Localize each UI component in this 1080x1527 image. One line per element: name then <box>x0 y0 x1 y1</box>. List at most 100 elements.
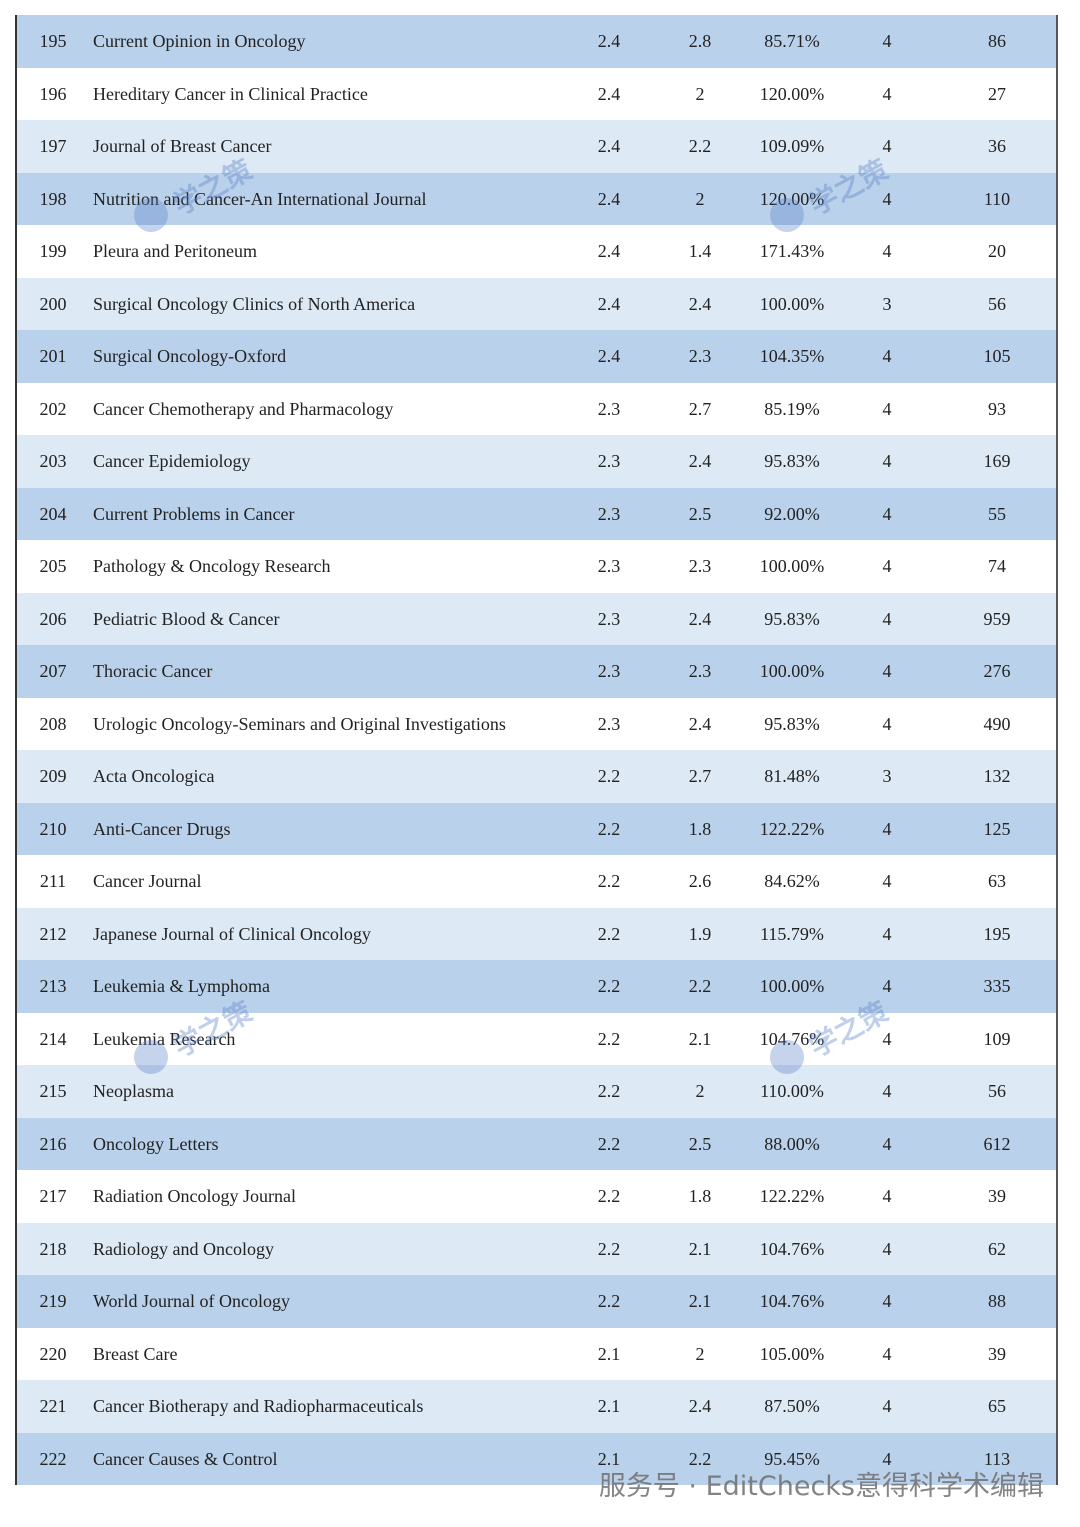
table-cell: 125 <box>983 818 1011 839</box>
table-cell: Thoracic Cancer <box>93 661 213 681</box>
table-row: 202 Cancer Chemotherapy and Pharmacology 2… <box>17 382 1056 435</box>
table-row: 195 Current Opinion in Oncology 2.4 2.8 85.7… <box>17 15 1056 68</box>
table-cell: Surgical Oncology-Oxford <box>93 346 287 366</box>
table-cell: 276 <box>983 661 1011 681</box>
table-cell: 100.00% <box>759 661 825 681</box>
table-cell: 4 <box>882 818 892 839</box>
table-cell: 3 <box>882 293 892 314</box>
table-cell: 2.4 <box>597 188 621 209</box>
table-cell: 4 <box>882 871 892 891</box>
table-cell: Cancer Causes & Control <box>93 1448 278 1469</box>
table-cell: 4 <box>882 83 892 104</box>
table-cell: 2.3 <box>597 608 621 629</box>
table-cell: 198 <box>39 188 67 209</box>
table-cell: 95.83% <box>764 451 820 471</box>
table-cell: 4 <box>882 923 892 944</box>
table-cell: 2.2 <box>688 1448 712 1469</box>
table-cell: 2.4 <box>688 1396 712 1416</box>
table-row: 206 Pediatric Blood & Cancer 2.3 2.4 95.83% 4… <box>17 592 1056 645</box>
table-cell: 2.2 <box>597 871 621 891</box>
table-cell: 100.00% <box>759 976 825 996</box>
table-cell: Breast Care <box>93 1343 178 1364</box>
table-cell: 211 <box>39 871 67 891</box>
table-cell: Leukemia Research <box>93 1028 236 1049</box>
table-cell: Oncology Letters <box>93 1133 219 1154</box>
table-cell: 20 <box>988 241 1006 261</box>
table-cell: Japanese Journal of Clinical Oncology <box>93 923 371 944</box>
table-cell: 2.1 <box>597 1343 621 1364</box>
table-cell: Pediatric Blood & Cancer <box>93 608 280 629</box>
table-row: 220 Breast Care 2.1 2 105.00% 4 39 <box>17 1327 1056 1380</box>
table-cell: 104.76% <box>759 1291 825 1311</box>
table-row: 216 Oncology Letters 2.2 2.5 88.00% 4 612 <box>17 1117 1056 1170</box>
table-cell: 2.4 <box>597 31 621 51</box>
table-cell: Leukemia & Lymphoma <box>93 976 270 996</box>
table-cell: 215 <box>39 1081 67 1101</box>
table-cell: 74 <box>988 556 1006 576</box>
table-cell: 2.2 <box>597 1028 621 1049</box>
table-cell: Anti-Cancer Drugs <box>93 818 231 839</box>
table-cell: Current Problems in Cancer <box>93 503 295 524</box>
table-cell: 2.2 <box>688 136 712 156</box>
table-cell: 105.00% <box>759 1343 825 1364</box>
table-row: 198 Nutrition and Cancer-An International… <box>17 172 1056 225</box>
table-cell: 2.2 <box>597 1238 621 1259</box>
table-cell: Radiation Oncology Journal <box>93 1186 296 1206</box>
table-cell: 62 <box>988 1238 1006 1259</box>
table-cell: 104.35% <box>759 346 825 366</box>
table-cell: 84.62% <box>764 871 820 891</box>
table-cell: 2.1 <box>597 1448 621 1469</box>
table-cell: 169 <box>983 451 1011 471</box>
table-cell: 4 <box>882 1133 892 1154</box>
table-cell: 2.3 <box>597 451 621 471</box>
table-cell: 85.71% <box>764 31 820 51</box>
watermark-logo <box>134 1040 168 1074</box>
table-cell: Cancer Biotherapy and Radiopharmaceutica… <box>93 1396 424 1416</box>
table-cell: 4 <box>882 31 892 51</box>
table-cell: 219 <box>39 1291 67 1311</box>
table-cell: 122.22% <box>759 818 825 839</box>
watermark-logo <box>770 198 804 232</box>
table-cell: 100.00% <box>759 293 825 314</box>
table-cell: 2.4 <box>597 136 621 156</box>
table-cell: 109.09% <box>759 136 825 156</box>
table-row: 204 Current Problems in Cancer 2.3 2.5 92.00… <box>17 487 1056 540</box>
table-cell: 4 <box>882 136 892 156</box>
footer-watermark: 服务号 · EditChecks意得科学术编辑 <box>598 1471 1044 1502</box>
table-cell: 2.3 <box>688 346 712 366</box>
table-row: 200 Surgical Oncology Clinics of North Am… <box>17 277 1056 330</box>
table-cell: 207 <box>39 661 67 681</box>
table-cell: 4 <box>882 661 892 681</box>
table-row: 209 Acta Oncologica 2.2 2.7 81.48% 3 132 <box>17 750 1056 803</box>
table-cell: 56 <box>988 293 1006 314</box>
table-cell: 2.6 <box>688 871 712 891</box>
table-cell: 110 <box>983 188 1011 209</box>
table-cell: 222 <box>39 1448 67 1469</box>
table-cell: 1.4 <box>688 241 712 261</box>
table-cell: Cancer Chemotherapy and Pharmacology <box>93 398 394 419</box>
table-row: 203 Cancer Epidemiology 2.3 2.4 95.83% 4 169 <box>17 435 1056 488</box>
table-cell: Radiology and Oncology <box>93 1238 274 1259</box>
table-cell: Current Opinion in Oncology <box>93 31 306 51</box>
table-cell: 196 <box>39 83 67 104</box>
table-cell: 2.4 <box>597 293 621 314</box>
table-cell: 4 <box>882 1186 892 1206</box>
table-row: 219 World Journal of Oncology 2.2 2.1 104.76… <box>17 1275 1056 1328</box>
table-cell: 218 <box>39 1238 67 1259</box>
table-cell: 39 <box>988 1186 1006 1206</box>
table-cell: 4 <box>882 503 892 524</box>
table-cell: 2.4 <box>688 451 712 471</box>
table-cell: 2.2 <box>597 923 621 944</box>
table-cell: 65 <box>988 1396 1006 1416</box>
table-cell: 4 <box>882 1343 892 1364</box>
table-row: 210 Anti-Cancer Drugs 2.2 1.8 122.22% 4 125 <box>17 802 1056 855</box>
table-cell: Neoplasma <box>93 1081 174 1101</box>
table-cell: 2.5 <box>688 1133 712 1154</box>
table-row: 207 Thoracic Cancer 2.3 2.3 100.00% 4 276 <box>17 645 1056 698</box>
table-cell: 200 <box>39 293 67 314</box>
table-cell: 612 <box>983 1133 1011 1154</box>
table-row: 205 Pathology & Oncology Research 2.3 2.3 10… <box>17 540 1056 593</box>
table-cell: 132 <box>983 766 1011 786</box>
table-cell: 4 <box>882 241 892 261</box>
